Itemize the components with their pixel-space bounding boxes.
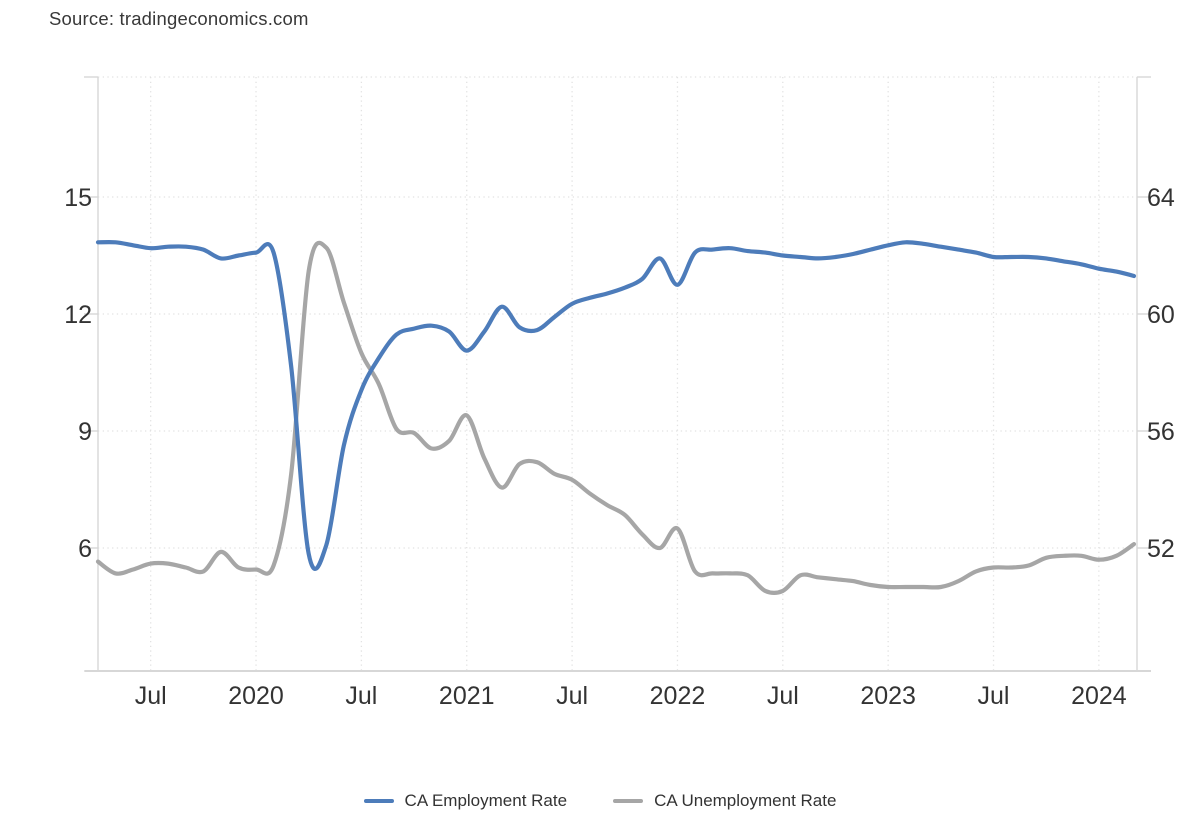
x-axis-tick-label: 2020 xyxy=(228,682,284,710)
y-axis-right-tick-label: 56 xyxy=(1147,418,1175,446)
gridlines xyxy=(98,76,1137,671)
y-axis-left-tick-label: 6 xyxy=(78,535,92,563)
x-axis-tick-label: Jul xyxy=(556,682,588,710)
ca-employment-rate-line xyxy=(95,239,1137,571)
y-axis-left-tick-label: 12 xyxy=(64,301,92,329)
legend: CA Employment Rate CA Unemployment Rate xyxy=(0,791,1200,811)
y-axis-right-tick-label: 52 xyxy=(1147,535,1175,563)
ca-unemployment-rate-line xyxy=(95,240,1137,595)
y-axis-right-tick-label: 60 xyxy=(1147,301,1175,329)
legend-label-unemployment-rate: CA Unemployment Rate xyxy=(654,791,837,810)
y-axis-left-labels: 15 12 9 6 xyxy=(64,184,92,563)
x-axis-tick-label: Jul xyxy=(135,682,167,710)
x-axis-tick-label: Jul xyxy=(978,682,1010,710)
source-text: Source: tradingeconomics.com xyxy=(49,8,309,29)
x-axis-tick-label: 2021 xyxy=(439,682,495,710)
x-axis-tick-label: Jul xyxy=(345,682,377,710)
x-axis-tick-label: 2023 xyxy=(860,682,916,710)
y-axis-left-tick-label: 15 xyxy=(64,184,92,212)
legend-item-employment-rate[interactable]: CA Employment Rate xyxy=(363,791,568,811)
legend-label-employment-rate: CA Employment Rate xyxy=(404,791,568,810)
legend-item-unemployment-rate[interactable]: CA Unemployment Rate xyxy=(613,791,836,811)
unemployment-line-swatch xyxy=(613,799,644,803)
y-axis-right-tick-label: 64 xyxy=(1147,184,1175,212)
x-axis-labels: Jul 2020 Jul 2021 Jul 2022 Jul 2023 Jul 2024 xyxy=(135,682,1127,710)
y-axis-right-labels: 64 60 56 52 xyxy=(1147,184,1175,563)
x-axis-tick-label: 2024 xyxy=(1071,682,1127,710)
y-axis-left-tick-label: 9 xyxy=(78,418,92,446)
x-axis-tick-label: 2022 xyxy=(650,682,706,710)
x-axis-tick-label: Jul xyxy=(767,682,799,710)
employment-line-swatch xyxy=(363,799,394,803)
axes xyxy=(84,76,1151,672)
